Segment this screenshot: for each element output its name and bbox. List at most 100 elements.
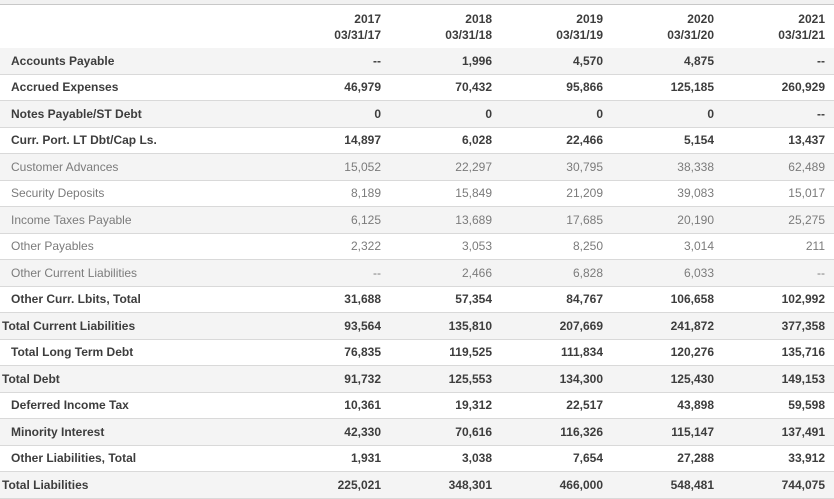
cell-value: 19,312 [455, 398, 492, 413]
cell-value: 95,866 [566, 80, 603, 95]
table-row: Other Current Liabilities -- 2,466 6,828 6,0… [0, 260, 834, 287]
column-year: 2018 [465, 12, 492, 26]
cell-value: 466,000 [559, 477, 603, 492]
cell-value: 6,033 [683, 265, 714, 280]
cell-value: 42,330 [344, 424, 381, 439]
cell-value: 125,553 [448, 371, 492, 386]
column-year: 2017 [354, 12, 381, 26]
row-label: Income Taxes Payable [11, 212, 132, 227]
cell-value: 15,052 [344, 159, 381, 174]
table-row: Notes Payable/ST Debt 0 0 0 0 -- [0, 101, 834, 128]
cell-value: -- [817, 106, 825, 121]
cell-value: 137,491 [781, 424, 825, 439]
column-year: 2020 [687, 12, 714, 26]
table-row: Other Liabilities, Total 1,931 3,038 7,654 2… [0, 445, 834, 472]
cell-value: 241,872 [670, 318, 714, 333]
row-label: Total Long Term Debt [11, 345, 134, 360]
column-year: 2021 [798, 12, 825, 26]
cell-value: 3,053 [461, 239, 492, 254]
cell-value: 17,685 [566, 212, 603, 227]
cell-value: 93,564 [344, 318, 381, 333]
table-row: Curr. Port. LT Dbt/Cap Ls. 14,897 6,028 22,… [0, 127, 834, 154]
cell-value: 31,688 [344, 292, 381, 307]
cell-value: 4,570 [572, 53, 603, 68]
cell-value: 135,810 [448, 318, 492, 333]
cell-value: 8,189 [350, 186, 381, 201]
cell-value: 6,125 [350, 212, 381, 227]
cell-value: 21,209 [566, 186, 603, 201]
cell-value: 14,897 [344, 133, 381, 148]
cell-value: 116,326 [560, 424, 603, 439]
cell-value: -- [373, 53, 381, 68]
cell-value: 91,732 [344, 371, 381, 386]
cell-value: 70,616 [455, 424, 492, 439]
column-date: 03/31/17 [334, 28, 381, 42]
table-row: Deferred Income Tax 10,361 19,312 22,517 43,… [0, 392, 834, 419]
row-label: Notes Payable/ST Debt [11, 106, 142, 121]
row-label: Total Current Liabilities [2, 318, 136, 333]
cell-value: 125,430 [670, 371, 714, 386]
cell-value: 102,992 [781, 292, 825, 307]
cell-value: 348,301 [448, 477, 492, 492]
row-label: Total Liabilities [2, 477, 89, 492]
cell-value: 2,466 [461, 265, 492, 280]
column-year: 2019 [576, 12, 603, 26]
row-label: Minority Interest [11, 424, 105, 439]
cell-value: 22,517 [566, 398, 603, 413]
cell-value: 46,979 [344, 80, 381, 95]
cell-value: 25,275 [788, 212, 825, 227]
table-header-row: 2017 03/31/17 2018 03/31/18 2019 03/31/19 2020… [0, 5, 834, 48]
row-label: Other Liabilities, Total [11, 451, 137, 466]
cell-value: 5,154 [683, 133, 714, 148]
cell-value: 119,525 [449, 345, 492, 360]
cell-value: 6,028 [461, 133, 492, 148]
cell-value: 76,835 [344, 345, 381, 360]
cell-value: 0 [485, 106, 492, 121]
cell-value: 225,021 [337, 477, 381, 492]
column-date: 03/31/20 [667, 28, 714, 42]
cell-value: 62,489 [788, 159, 825, 174]
cell-value: 120,276 [670, 345, 714, 360]
cell-value: 6,828 [572, 265, 603, 280]
table-row: Accrued Expenses 46,979 70,432 95,866 125,18… [0, 74, 834, 101]
column-date: 03/31/19 [556, 28, 603, 42]
cell-value: 7,654 [572, 451, 603, 466]
row-label: Security Deposits [11, 186, 105, 201]
column-date: 03/31/18 [445, 28, 492, 42]
cell-value: 22,297 [455, 159, 492, 174]
cell-value: 744,075 [781, 477, 825, 492]
row-label: Accounts Payable [11, 53, 115, 68]
row-label: Deferred Income Tax [11, 398, 129, 413]
cell-value: 27,288 [677, 451, 714, 466]
cell-value: 13,689 [455, 212, 492, 227]
cell-value: 207,669 [559, 318, 603, 333]
cell-value: 0 [707, 106, 714, 121]
cell-value: 149,153 [781, 371, 825, 386]
cell-value: 33,912 [788, 451, 825, 466]
cell-value: 377,358 [781, 318, 825, 333]
table-row: Security Deposits 8,189 15,849 21,209 39,083… [0, 180, 834, 207]
column-header-2017: 2017 03/31/17 [279, 11, 390, 43]
cell-value: 134,300 [559, 371, 603, 386]
row-label: Curr. Port. LT Dbt/Cap Ls. [11, 133, 157, 148]
row-label: Other Current Liabilities [11, 265, 138, 280]
table-row: Income Taxes Payable 6,125 13,689 17,685 20,… [0, 207, 834, 234]
row-label: Other Curr. Lbits, Total [11, 292, 141, 307]
cell-value: 1,931 [350, 451, 381, 466]
cell-value: 106,658 [670, 292, 714, 307]
cell-value: -- [373, 265, 381, 280]
column-header-2020: 2020 03/31/20 [612, 11, 723, 43]
cell-value: 38,338 [677, 159, 714, 174]
cell-value: 70,432 [455, 80, 492, 95]
cell-value: 30,795 [566, 159, 603, 174]
cell-value: 2,322 [350, 239, 381, 254]
cell-value: -- [817, 53, 825, 68]
table-body: Accounts Payable -- 1,996 4,570 4,875 -- Accru… [0, 48, 834, 499]
cell-value: 548,481 [670, 477, 714, 492]
top-divider [0, 0, 834, 5]
table-row: Other Curr. Lbits, Total 31,688 57,354 84,7… [0, 286, 834, 313]
row-label: Other Payables [11, 239, 94, 254]
table-row: Total Debt 91,732 125,553 134,300 125,430 149… [0, 366, 834, 393]
cell-value: 57,354 [455, 292, 492, 307]
cell-value: 8,250 [572, 239, 603, 254]
